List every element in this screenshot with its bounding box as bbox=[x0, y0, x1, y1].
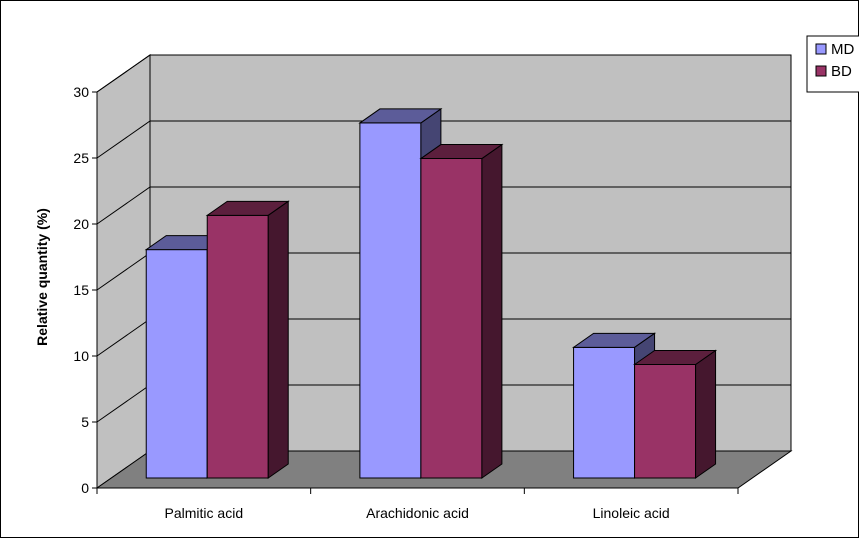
legend-label: MD bbox=[831, 41, 854, 58]
bar-side bbox=[481, 143, 503, 479]
legend-label: BD bbox=[831, 63, 852, 80]
bar-side bbox=[695, 349, 717, 479]
y-axis-label: Relative quantity (%) bbox=[34, 208, 50, 346]
bar bbox=[632, 349, 718, 479]
bar-front bbox=[420, 158, 483, 479]
bar-top bbox=[571, 332, 657, 348]
y-tick-label: 25 bbox=[73, 150, 89, 166]
y-tick-label: 0 bbox=[81, 480, 89, 496]
bar-front bbox=[359, 122, 422, 479]
category-label: Arachidonic acid bbox=[366, 505, 469, 521]
bar-side bbox=[267, 200, 289, 479]
plot-area: 0 5 10 15 20 25 30 Palmitic acid Arachidonic aci… bbox=[73, 54, 793, 521]
category-label: Palmitic acid bbox=[165, 505, 244, 521]
bar-top bbox=[632, 349, 718, 365]
bar-front bbox=[206, 214, 269, 479]
gridline bbox=[96, 120, 791, 159]
bar-top bbox=[419, 144, 504, 160]
y-tick-label: 30 bbox=[73, 84, 89, 100]
y-tick-label: 5 bbox=[81, 414, 89, 430]
bar-top bbox=[205, 200, 290, 216]
legend-swatch bbox=[815, 43, 827, 55]
gridline bbox=[96, 54, 791, 93]
bar-front bbox=[145, 249, 208, 479]
bar bbox=[419, 143, 504, 479]
y-tick-label: 10 bbox=[73, 348, 89, 364]
gridline bbox=[96, 186, 791, 225]
bar bbox=[205, 200, 290, 479]
bar-front bbox=[573, 346, 636, 479]
legend-swatch bbox=[815, 65, 827, 77]
y-tick-label: 20 bbox=[73, 216, 89, 232]
category-label: Linoleic acid bbox=[593, 505, 670, 521]
bar-front bbox=[634, 363, 697, 479]
bar-top bbox=[358, 108, 443, 124]
legend: MD BD bbox=[806, 35, 859, 93]
y-tick-label: 15 bbox=[73, 282, 89, 298]
